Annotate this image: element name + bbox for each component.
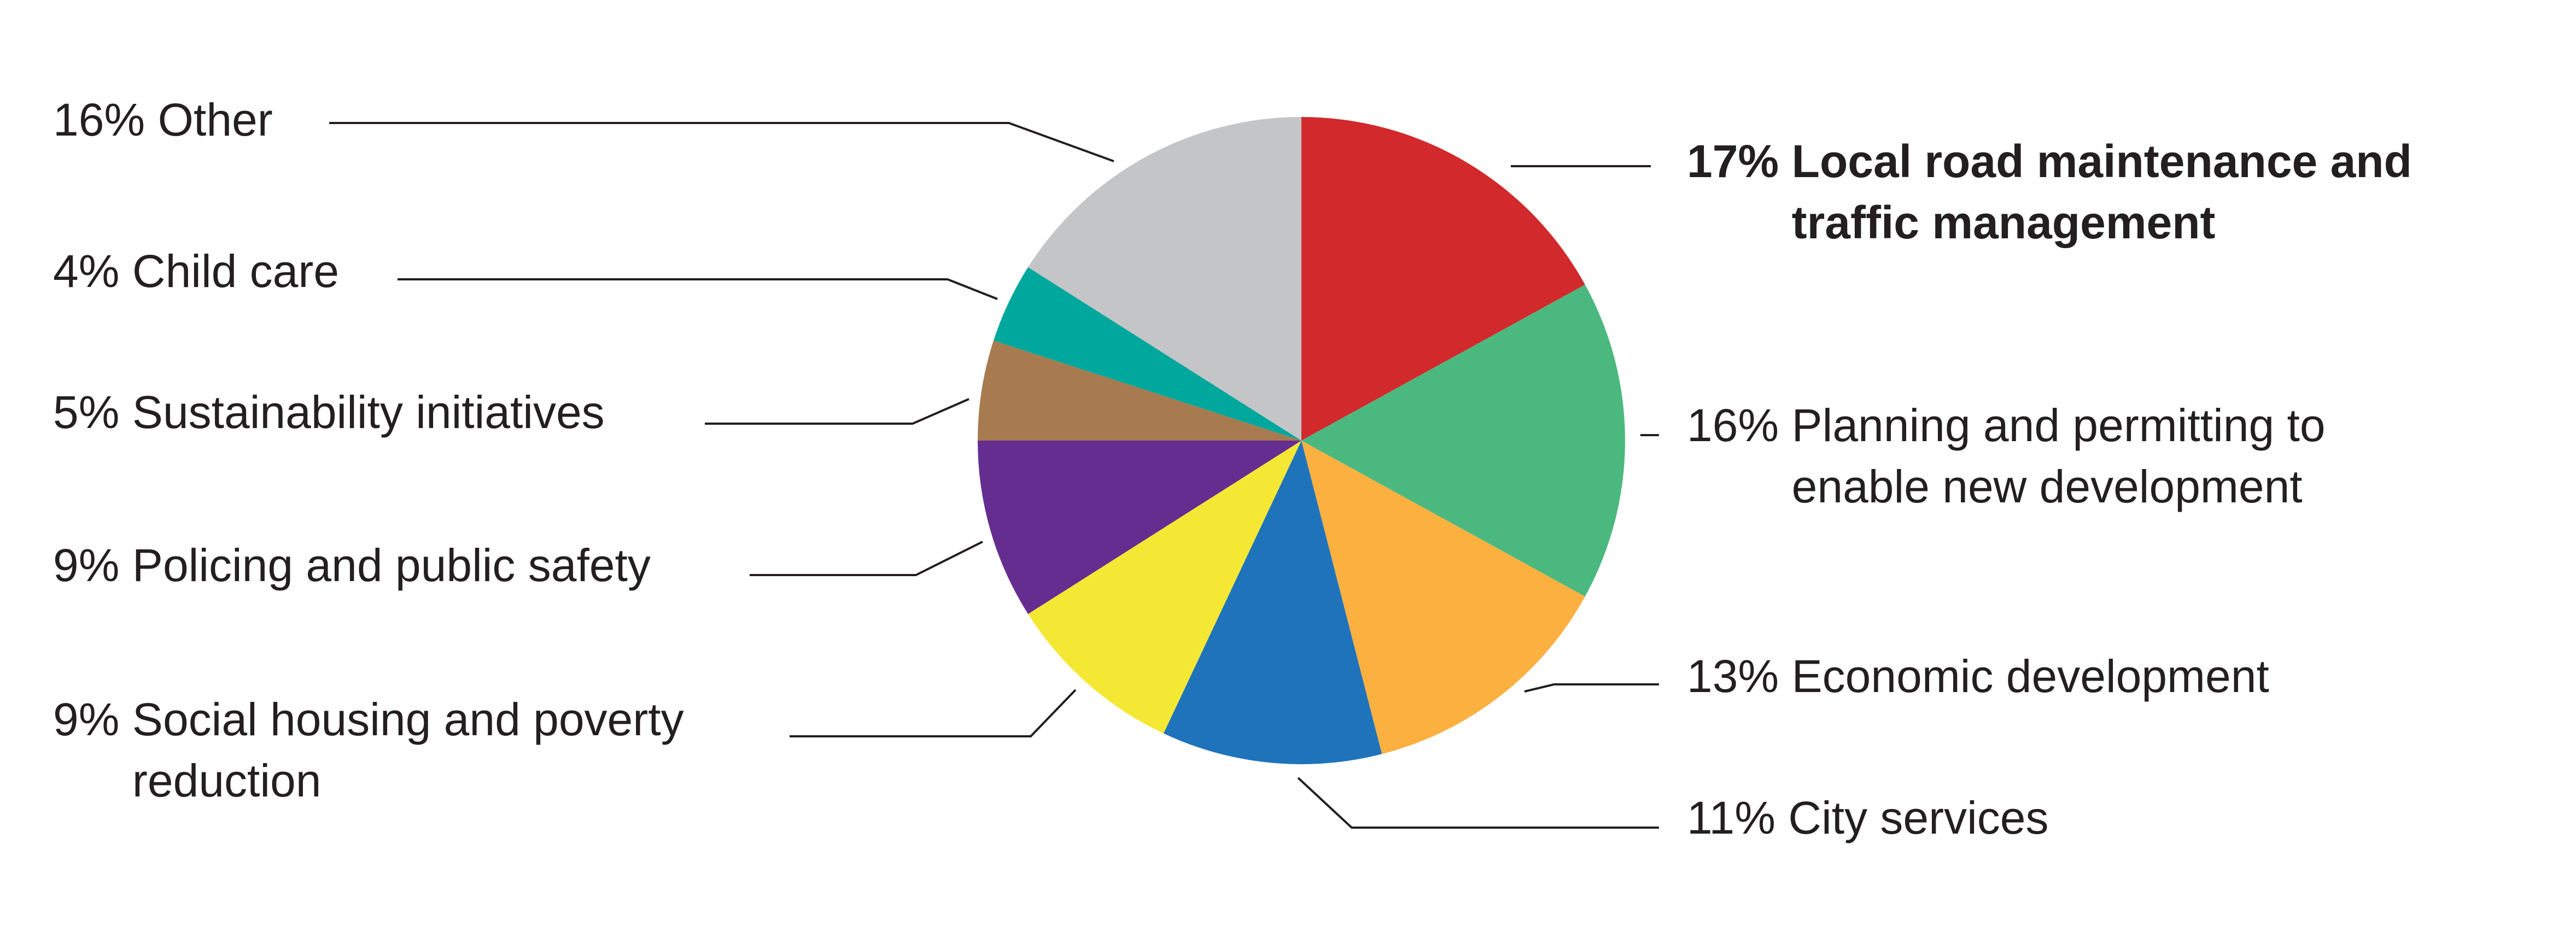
slice-label: 16% Other — [53, 89, 273, 150]
pie-slice — [1301, 441, 1585, 754]
pie-slice — [978, 341, 1301, 441]
leader-line — [705, 398, 969, 425]
pie-slice — [1028, 441, 1301, 734]
value-label: 5% — [53, 386, 120, 438]
slice-label: 5% Sustainability initiatives — [53, 382, 605, 443]
pie-slice — [1028, 117, 1301, 441]
slice-label: 9% Social housing and poverty reduction — [53, 689, 761, 811]
slice-label: 11% City services — [1687, 787, 2048, 848]
value-label: 4% — [53, 245, 120, 297]
leader-line — [790, 689, 1077, 737]
value-label: 11% — [1687, 792, 1775, 843]
leader-line — [750, 541, 983, 576]
pie-slice — [978, 441, 1301, 614]
value-label: 16% — [53, 94, 145, 145]
value-label: 13% — [1687, 650, 1779, 702]
slice-label: 16% Planning and permitting to enable new… — [1687, 395, 2421, 517]
category-label: Other — [157, 94, 273, 145]
category-label: Planning and permitting to enable new de… — [1791, 400, 2326, 512]
value-label: 9% — [53, 540, 120, 591]
slice-label: 4% Child care — [53, 241, 339, 302]
slice-label: 17% Local road maintenance and traffic ma… — [1687, 131, 2448, 253]
value-label: 17% — [1687, 136, 1779, 187]
category-label: City services — [1788, 792, 2049, 843]
value-label: 9% — [53, 694, 120, 745]
leader-line — [1297, 777, 1659, 829]
pie-slice — [1163, 441, 1382, 764]
category-label: Economic development — [1791, 650, 2269, 702]
category-label: Sustainability initiatives — [132, 386, 605, 438]
category-label: Policing and public safety — [132, 540, 651, 591]
slice-label: 9% Policing and public safety — [53, 535, 651, 596]
pie-slice — [1301, 117, 1585, 441]
slice-label: 13% Economic development — [1687, 646, 2269, 707]
category-label: Local road maintenance and traffic manag… — [1791, 136, 2412, 248]
pie-slice — [1301, 284, 1625, 597]
leader-line — [398, 278, 998, 300]
category-label: Child care — [132, 245, 340, 297]
category-label: Social housing and poverty reduction — [132, 694, 684, 806]
leader-line — [329, 122, 1114, 162]
pie-slice — [993, 267, 1301, 441]
leader-line — [1524, 683, 1659, 693]
leader-lines — [329, 122, 1659, 829]
value-label: 16% — [1687, 400, 1779, 451]
